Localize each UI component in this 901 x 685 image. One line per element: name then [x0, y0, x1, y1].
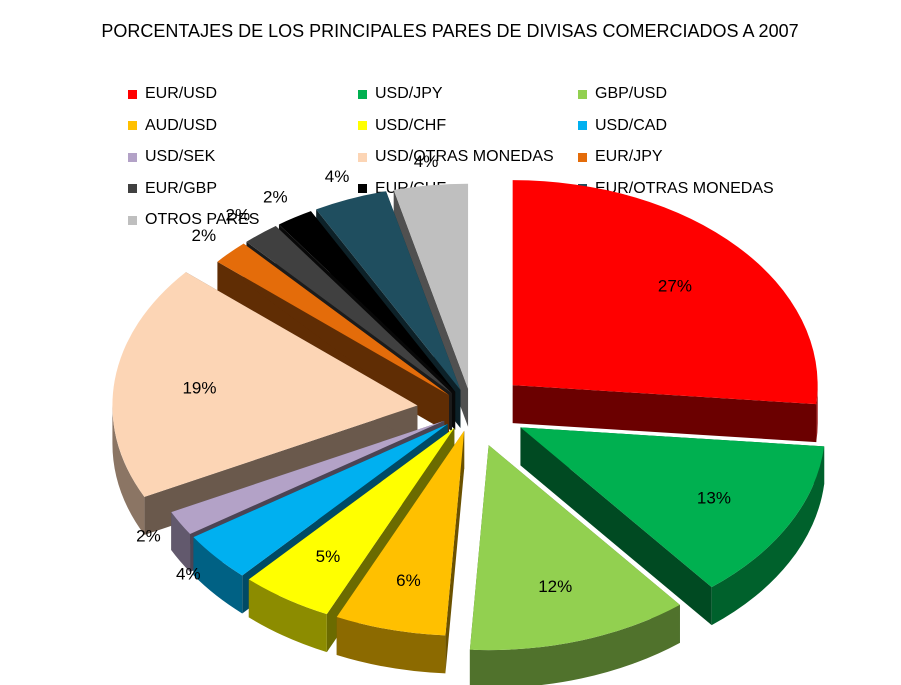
slice-top: [193, 423, 448, 576]
legend-item: USD/CAD: [578, 116, 667, 136]
pie-slice: [512, 180, 818, 443]
slice-top: [246, 225, 452, 394]
legend-swatch: [578, 152, 587, 162]
slice-top: [336, 430, 465, 636]
data-label: 2%: [225, 205, 250, 224]
chart-title: PORCENTAJES DE LOS PRINCIPALES PARES DE …: [101, 21, 799, 41]
pie-slice: [469, 445, 680, 685]
slice-outer-wall: [816, 385, 818, 443]
legend-swatch: [128, 121, 137, 130]
legend-item: GBP/USD: [578, 84, 667, 104]
legend-swatch: [358, 152, 367, 162]
legend-item: USD/CHF: [358, 116, 446, 136]
slice-outer-wall: [248, 579, 327, 653]
legend-item: OTROS PARES: [128, 210, 259, 230]
data-label: 4%: [325, 167, 350, 186]
legend-label: USD/CHF: [375, 116, 447, 134]
slice-side-wall: [445, 430, 465, 674]
legend-label: USD/CAD: [595, 116, 668, 134]
legend-swatch: [358, 89, 367, 99]
legend-swatch: [358, 121, 367, 130]
legend-item: USD/OTRAS MONEDAS: [358, 147, 554, 167]
slice-top: [112, 272, 418, 497]
legend-swatch: [578, 89, 587, 99]
slice-side-wall: [512, 385, 817, 443]
legend-swatch: [128, 184, 137, 193]
data-label: 5%: [316, 547, 341, 566]
slice-outer-wall: [711, 446, 825, 626]
slice-outer-wall: [336, 617, 446, 674]
data-label: 2%: [263, 188, 288, 207]
legend-item: AUD/USD: [128, 116, 217, 136]
legend-label: USD/JPY: [375, 85, 443, 102]
slice-top: [171, 420, 445, 534]
slice-top: [217, 243, 450, 396]
slice-top: [248, 427, 455, 615]
legend-item: EUR/USD: [128, 84, 217, 104]
pie-slice: [520, 427, 825, 626]
legend-label: OTROS PARES: [145, 211, 260, 228]
pie-slice: [336, 430, 465, 674]
data-label: 2%: [136, 527, 161, 546]
legend-swatch: [128, 215, 137, 225]
legend-swatch: [578, 121, 587, 130]
slice-side-wall: [520, 427, 712, 626]
legend-label: EUR/JPY: [595, 148, 663, 165]
slice-top: [469, 445, 680, 651]
data-label: 13%: [697, 488, 731, 507]
slice-outer-wall: [193, 537, 243, 614]
data-label: 19%: [182, 378, 216, 397]
legend-swatch: [128, 89, 137, 99]
legend-label: GBP/USD: [595, 85, 668, 102]
data-label: 27%: [658, 277, 692, 296]
slice-outer-wall: [112, 405, 145, 535]
legend-item: USD/SEK: [128, 147, 215, 167]
slice-outer-wall: [171, 512, 191, 572]
slice-top: [512, 180, 818, 405]
slice-top: [278, 211, 456, 392]
pie-slice: [217, 243, 450, 434]
data-label: 6%: [396, 571, 421, 590]
data-label: 4%: [414, 152, 439, 171]
legend-item: USD/JPY: [358, 84, 443, 104]
slice-top: [520, 427, 825, 588]
legend-swatch: [128, 152, 137, 162]
legend-item: EUR/JPY: [578, 147, 663, 167]
legend-label: EUR/OTRAS MONEDAS: [595, 179, 774, 197]
legend-label: USD/OTRAS MONEDAS: [375, 148, 554, 165]
legend-label: EUR/GBP: [145, 179, 218, 197]
slice-outer-wall: [469, 604, 680, 685]
slice-top: [393, 183, 469, 389]
legend-swatch: [358, 184, 367, 193]
legend-label: USD/SEK: [145, 148, 216, 165]
legend-label: AUD/USD: [145, 116, 218, 134]
legend-label: EUR/USD: [145, 85, 218, 102]
legend-item: EUR/GBP: [128, 179, 217, 199]
slice-top: [316, 191, 461, 391]
data-label: 12%: [538, 577, 572, 596]
data-label: 2%: [191, 226, 216, 245]
data-label: 4%: [176, 564, 201, 583]
